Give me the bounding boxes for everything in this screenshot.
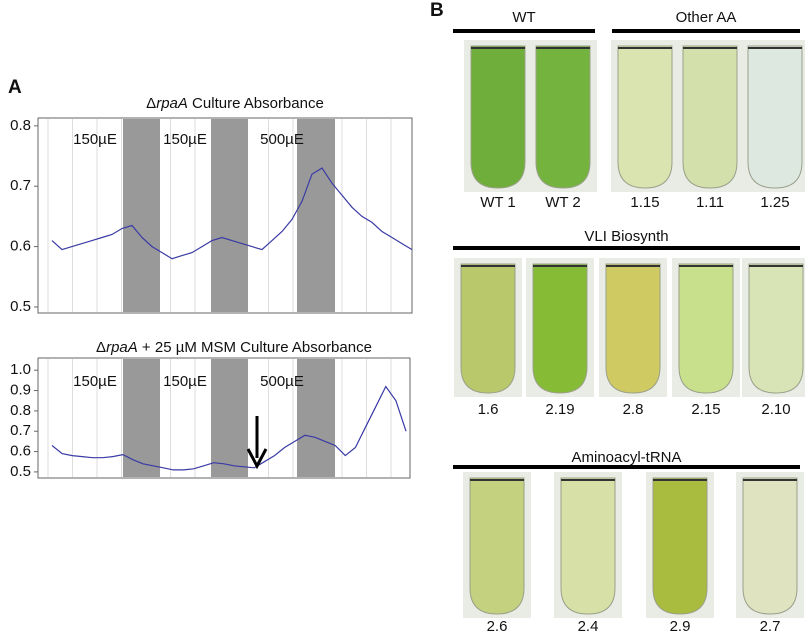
chart-title: ΔrpaA + 25 µM MSM Culture Absorbance xyxy=(96,339,372,356)
tube xyxy=(535,45,591,189)
y-tick-label: 0.5 xyxy=(10,463,31,480)
chart-title: ΔrpaA Culture Absorbance xyxy=(146,95,324,112)
tube-label: 2.6 xyxy=(487,618,508,635)
group-title: WT xyxy=(512,9,535,26)
tube xyxy=(560,477,616,615)
tube-label: 2.9 xyxy=(670,618,691,635)
y-tick-label: 0.5 xyxy=(10,298,31,315)
tube xyxy=(617,45,673,189)
title-part: Δ xyxy=(146,95,156,112)
light-label: 500µE xyxy=(260,373,304,390)
absorbance-line xyxy=(51,167,413,260)
light-label: 150µE xyxy=(163,131,207,148)
tube-label: 2.10 xyxy=(761,401,790,418)
panel-label: A xyxy=(8,77,22,98)
tube-label: WT 2 xyxy=(545,194,581,211)
y-tick-label: 0.9 xyxy=(10,382,31,399)
title-part: rpaA xyxy=(106,339,138,356)
tube xyxy=(742,477,798,615)
tube xyxy=(470,45,526,189)
y-tick-label: 0.6 xyxy=(10,238,31,255)
dark-period xyxy=(123,359,160,477)
arrow xyxy=(246,416,268,470)
y-tick-label: 0.8 xyxy=(10,117,31,134)
group-title: Other AA xyxy=(676,9,737,26)
dark-period xyxy=(211,119,248,312)
group-title: VLI Biosynth xyxy=(584,228,668,245)
y-tick-label: 0.7 xyxy=(10,422,31,439)
tube xyxy=(532,263,588,394)
title-part: Culture Absorbance xyxy=(188,95,324,112)
panel-label: B xyxy=(430,0,444,21)
dark-period xyxy=(123,119,160,312)
y-tick-label: 0.8 xyxy=(10,402,31,419)
light-label: 150µE xyxy=(73,131,117,148)
dark-period xyxy=(297,359,335,477)
tube-label: 1.6 xyxy=(478,401,499,418)
dark-period xyxy=(297,119,335,312)
tube-label: WT 1 xyxy=(480,194,516,211)
y-tick-label: 0.6 xyxy=(10,443,31,460)
tube xyxy=(460,263,516,394)
tube-label: 2.4 xyxy=(578,618,599,635)
tube-label: 2.15 xyxy=(691,401,720,418)
tube-label: 2.8 xyxy=(623,401,644,418)
group-title: Aminoacyl-tRNA xyxy=(571,449,681,466)
absorbance-line xyxy=(51,385,407,471)
tube-label: 2.7 xyxy=(760,618,781,635)
title-part: + 25 µM MSM Culture Absorbance xyxy=(138,339,372,356)
title-part: Δ xyxy=(96,339,106,356)
tube xyxy=(469,477,525,615)
tube-label: 1.11 xyxy=(696,194,724,211)
tube xyxy=(678,263,734,394)
tube xyxy=(682,45,738,189)
tube-label: 2.19 xyxy=(545,401,574,418)
title-part: rpaA xyxy=(156,95,188,112)
light-label: 500µE xyxy=(260,131,304,148)
tube xyxy=(652,477,708,615)
tube-label: 1.25 xyxy=(760,194,789,211)
light-label: 150µE xyxy=(163,373,207,390)
light-label: 150µE xyxy=(73,373,117,390)
y-tick-label: 1.0 xyxy=(10,361,31,378)
tube xyxy=(748,263,804,394)
y-tick-label: 0.7 xyxy=(10,177,31,194)
tube xyxy=(747,45,803,189)
tube-label: 1.15 xyxy=(630,194,659,211)
tube xyxy=(605,263,661,394)
dark-period xyxy=(211,359,248,477)
